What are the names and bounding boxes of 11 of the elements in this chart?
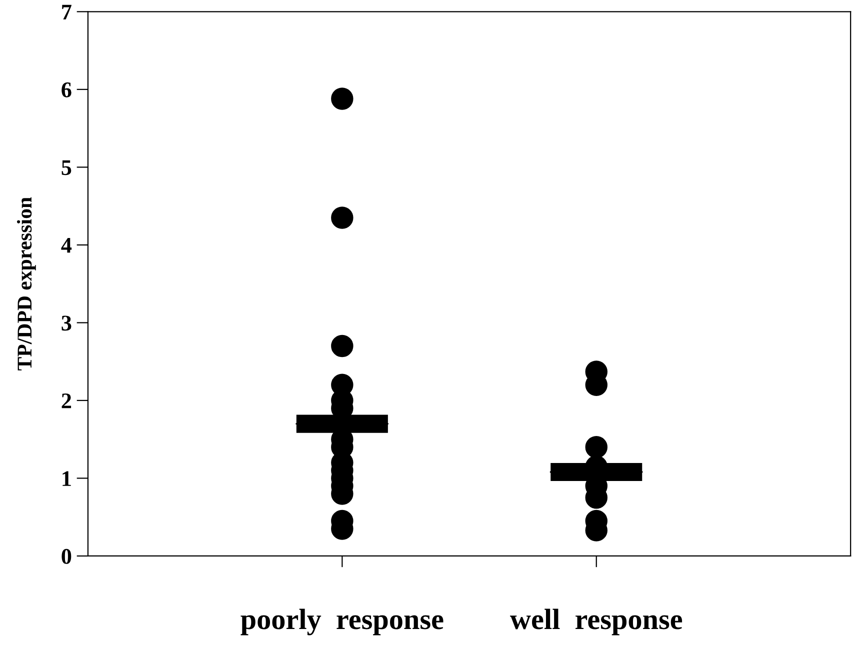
y-tick-label: 6 <box>62 82 72 98</box>
y-tick-label: 5 <box>62 160 72 176</box>
y-tick-label: 1 <box>62 471 71 486</box>
y-tick-label: 7 <box>62 4 72 20</box>
x-tick-label: well response <box>510 608 682 636</box>
y-tick-label: 0 <box>62 548 72 564</box>
y-tick-label: 4 <box>61 238 72 253</box>
y-axis-title: TP/DPD expression <box>16 197 36 370</box>
y-tick-label: 3 <box>62 316 72 331</box>
x-tick-label: poorly response <box>240 608 444 636</box>
y-tick-label: 2 <box>62 393 72 408</box>
